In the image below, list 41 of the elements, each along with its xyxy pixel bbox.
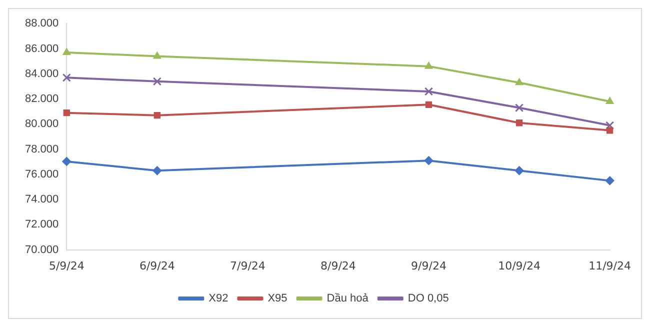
point xyxy=(606,127,614,134)
point xyxy=(63,109,70,116)
legend-label: X92 xyxy=(208,292,228,305)
point xyxy=(424,156,434,166)
point xyxy=(424,62,433,69)
y-tick-label: 86.000 xyxy=(24,42,59,55)
x-tick-label: 5/9/24 xyxy=(48,259,84,272)
legend-label: X95 xyxy=(268,292,288,305)
y-tick-label: 76.000 xyxy=(24,168,59,180)
x-tick-label: 9/9/24 xyxy=(411,259,446,272)
point xyxy=(515,78,524,86)
y-tick-label: 78.000 xyxy=(24,143,59,156)
y-tick-label: 72.000 xyxy=(24,218,59,231)
point xyxy=(154,112,160,119)
point xyxy=(605,176,614,186)
point xyxy=(514,104,524,112)
legend-label: DO 0,05 xyxy=(408,292,449,305)
legend-label: Dầu hoả xyxy=(326,292,370,305)
point xyxy=(152,77,162,86)
y-tick-label: 88.000 xyxy=(24,18,59,30)
y-tick-label: 82.000 xyxy=(24,93,59,106)
point xyxy=(425,101,432,108)
point xyxy=(514,166,524,176)
point xyxy=(152,166,162,176)
point xyxy=(606,97,614,104)
y-tick-label: 80.000 xyxy=(24,118,59,130)
point xyxy=(516,120,523,126)
x-tick-label: 10/9/24 xyxy=(498,259,540,272)
point xyxy=(606,121,614,130)
x-tick-label: 7/9/24 xyxy=(230,259,266,272)
y-tick-label: 84.000 xyxy=(24,68,59,80)
y-tick-label: 74.000 xyxy=(24,194,59,206)
x-tick-label: 11/9/24 xyxy=(588,259,631,272)
x-tick-label: 8/9/24 xyxy=(320,259,356,272)
point xyxy=(62,48,71,56)
point xyxy=(62,156,72,166)
point xyxy=(424,87,434,96)
y-tick-label: 70.000 xyxy=(24,244,59,256)
point xyxy=(62,73,71,82)
x-tick-label: 6/9/24 xyxy=(139,259,175,272)
point xyxy=(153,52,162,59)
